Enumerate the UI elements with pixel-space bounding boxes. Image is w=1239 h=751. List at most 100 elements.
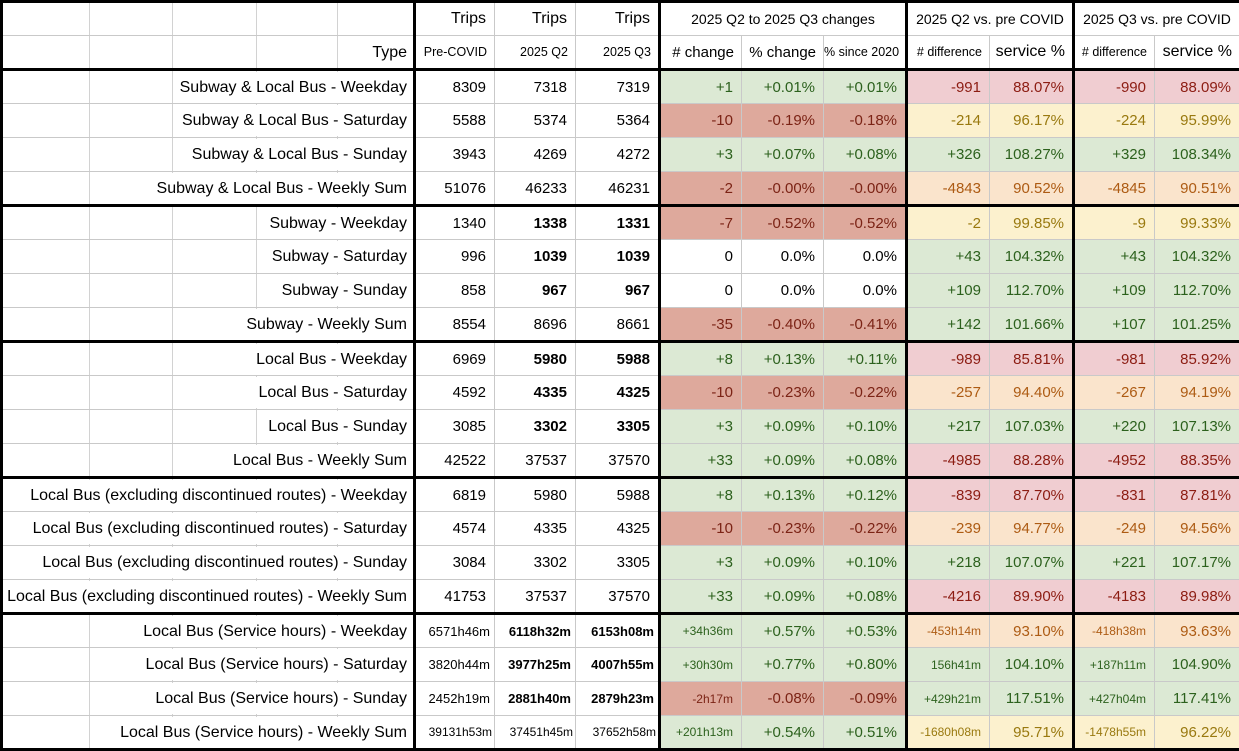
q2-value-cell[interactable]: 4269 [494,137,576,172]
pre-covid-value-cell[interactable]: 51076 [414,171,495,206]
group-header-q2-vs-precovid[interactable]: 2025 Q2 vs. pre COVID [906,1,1075,36]
q2-value-cell[interactable]: 1338 [494,204,576,240]
q2-service-pct-cell[interactable]: 101.66% [989,307,1075,342]
pre-covid-value-cell[interactable]: 858 [414,273,495,308]
row-label-cell[interactable]: Local Bus (excluding discontinued routes… [1,476,416,512]
q2-value-cell[interactable]: 3302 [494,409,576,444]
pre-covid-value-cell[interactable]: 41753 [414,579,495,614]
q3-value-cell[interactable]: 37652h58m [575,715,661,750]
pct-change-cell[interactable]: +0.57% [741,612,824,648]
q3-value-cell[interactable]: 46231 [575,171,661,206]
q2-difference-cell[interactable]: -4985 [906,443,990,478]
q3-difference-cell[interactable]: +329 [1073,137,1155,172]
col-header-pct-since-2020[interactable]: % since 2020 [823,35,908,70]
pre-covid-value-cell[interactable]: 5588 [414,103,495,138]
q3-service-pct-cell[interactable]: 94.56% [1154,511,1239,546]
trips-header-precovid[interactable]: Trips [414,1,495,36]
q3-value-cell[interactable]: 3305 [575,409,661,444]
row-label-cell[interactable]: Subway & Local Bus - Sunday [1,137,416,172]
col-header-2025q2[interactable]: 2025 Q2 [494,35,576,70]
pct-change-cell[interactable]: +0.77% [741,647,824,682]
pct-change-cell[interactable]: -0.23% [741,511,824,546]
q2-service-pct-cell[interactable]: 99.85% [989,204,1075,240]
q3-difference-cell[interactable]: -418h38m [1073,612,1155,648]
pct-since-2020-cell[interactable]: 0.0% [823,273,908,308]
q2-difference-cell[interactable]: -2 [906,204,990,240]
q3-value-cell[interactable]: 1331 [575,204,661,240]
q3-service-pct-cell[interactable]: 104.90% [1154,647,1239,682]
q3-difference-cell[interactable]: +43 [1073,239,1155,274]
num-change-cell[interactable]: +3 [659,545,742,580]
pct-since-2020-cell[interactable]: -0.52% [823,204,908,240]
row-label-cell[interactable]: Local Bus (excluding discontinued routes… [1,511,416,546]
num-change-cell[interactable]: 0 [659,239,742,274]
trips-header-q2[interactable]: Trips [494,1,576,36]
num-change-cell[interactable]: +30h30m [659,647,742,682]
pct-change-cell[interactable]: +0.13% [741,476,824,512]
num-change-cell[interactable]: -2h17m [659,681,742,716]
group-header-q3-vs-precovid[interactable]: 2025 Q3 vs. pre COVID [1073,1,1239,36]
q3-difference-cell[interactable]: +427h04m [1073,681,1155,716]
q2-service-pct-cell[interactable]: 107.07% [989,545,1075,580]
col-header-2025q3[interactable]: 2025 Q3 [575,35,661,70]
pct-change-cell[interactable]: -0.19% [741,103,824,138]
q2-value-cell[interactable]: 3977h25m [494,647,576,682]
col-header-service-pct-q2[interactable]: service % [989,35,1075,70]
q3-value-cell[interactable]: 4272 [575,137,661,172]
q3-difference-cell[interactable]: +187h11m [1073,647,1155,682]
pct-change-cell[interactable]: -0.52% [741,204,824,240]
col-header-precovid[interactable]: Pre-COVID [414,35,495,70]
pct-change-cell[interactable]: 0.0% [741,239,824,274]
q2-value-cell[interactable]: 5980 [494,340,576,376]
q2-difference-cell[interactable]: -4216 [906,579,990,614]
q3-difference-cell[interactable]: -9 [1073,204,1155,240]
row-label-cell[interactable]: Local Bus - Saturday [1,375,416,410]
q2-value-cell[interactable]: 967 [494,273,576,308]
q2-difference-cell[interactable]: +326 [906,137,990,172]
pre-covid-value-cell[interactable]: 2452h19m [414,681,495,716]
q3-service-pct-cell[interactable]: 99.33% [1154,204,1239,240]
pct-change-cell[interactable]: -0.08% [741,681,824,716]
row-label-cell[interactable]: Subway - Weekly Sum [1,307,416,342]
num-change-cell[interactable]: -10 [659,511,742,546]
q2-service-pct-cell[interactable]: 104.10% [989,647,1075,682]
row-label-cell[interactable]: Local Bus (Service hours) - Weekly Sum [1,715,416,750]
num-change-cell[interactable]: +33 [659,443,742,478]
row-label-cell[interactable]: Local Bus (excluding discontinued routes… [1,579,416,614]
q3-service-pct-cell[interactable]: 95.99% [1154,103,1239,138]
q2-value-cell[interactable]: 37537 [494,579,576,614]
q3-difference-cell[interactable]: +107 [1073,307,1155,342]
row-label-cell[interactable]: Subway & Local Bus - Weekly Sum [1,171,416,206]
q2-value-cell[interactable]: 4335 [494,511,576,546]
q3-difference-cell[interactable]: -4183 [1073,579,1155,614]
row-label-cell[interactable]: Local Bus - Weekly Sum [1,443,416,478]
q3-difference-cell[interactable]: +109 [1073,273,1155,308]
pre-covid-value-cell[interactable]: 4574 [414,511,495,546]
pct-since-2020-cell[interactable]: -0.09% [823,681,908,716]
pre-covid-value-cell[interactable]: 4592 [414,375,495,410]
col-header-num-difference-q3[interactable]: # difference [1073,35,1155,70]
pre-covid-value-cell[interactable]: 39131h53m [414,715,495,750]
q2-service-pct-cell[interactable]: 94.77% [989,511,1075,546]
row-label-cell[interactable]: Local Bus (Service hours) - Saturday [1,647,416,682]
num-change-cell[interactable]: +1 [659,68,742,104]
q3-service-pct-cell[interactable]: 88.35% [1154,443,1239,478]
q3-value-cell[interactable]: 2879h23m [575,681,661,716]
q2-difference-cell[interactable]: -839 [906,476,990,512]
q3-value-cell[interactable]: 37570 [575,579,661,614]
pct-change-cell[interactable]: +0.09% [741,409,824,444]
q2-value-cell[interactable]: 5980 [494,476,576,512]
q3-service-pct-cell[interactable]: 93.63% [1154,612,1239,648]
q2-service-pct-cell[interactable]: 93.10% [989,612,1075,648]
pct-since-2020-cell[interactable]: +0.12% [823,476,908,512]
q2-value-cell[interactable]: 3302 [494,545,576,580]
q3-value-cell[interactable]: 37570 [575,443,661,478]
q2-difference-cell[interactable]: -214 [906,103,990,138]
pct-since-2020-cell[interactable]: +0.53% [823,612,908,648]
q3-difference-cell[interactable]: -224 [1073,103,1155,138]
q3-service-pct-cell[interactable]: 90.51% [1154,171,1239,206]
q3-value-cell[interactable]: 5988 [575,340,661,376]
corner-cell[interactable] [1,1,416,36]
q2-service-pct-cell[interactable]: 117.51% [989,681,1075,716]
q3-value-cell[interactable]: 5988 [575,476,661,512]
